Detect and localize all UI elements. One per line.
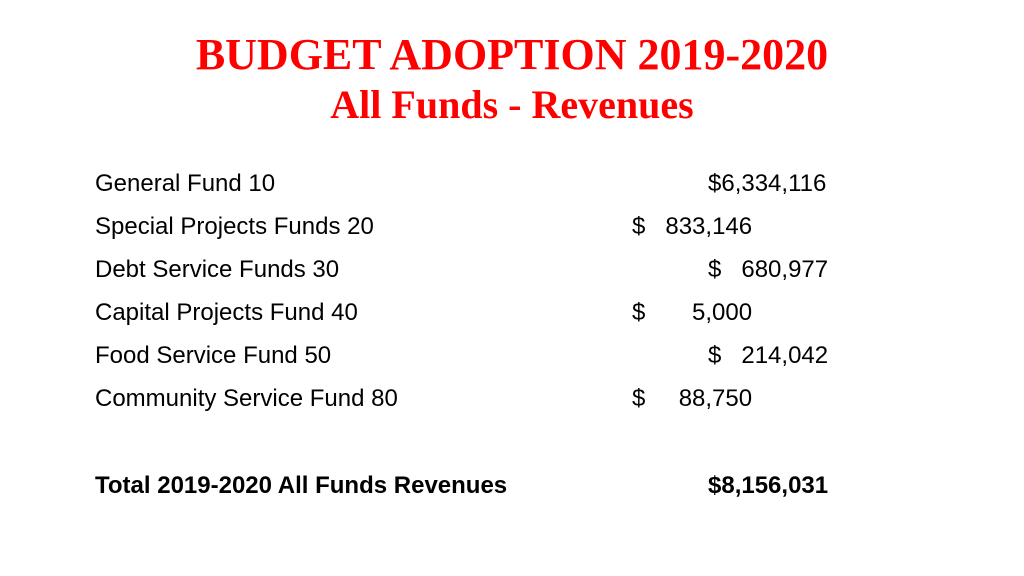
fund-amount: $6,334,116 (708, 170, 827, 197)
fund-label: General Fund 10 (95, 170, 276, 197)
total-label: Total 2019-2020 All Funds Revenues (95, 472, 508, 499)
fund-amount: $ 833,146 (632, 213, 753, 240)
fund-label: Debt Service Funds 30 (95, 256, 340, 283)
slide-title: BUDGET ADOPTION 2019-2020 All Funds - Re… (0, 30, 1024, 128)
fund-row-community-service: Community Service Fund 80 $ 88,750 (0, 382, 1024, 416)
fund-row-general: General Fund 10 $6,334,116 (0, 167, 1024, 201)
fund-amount: $ 680,977 (708, 256, 829, 283)
total-row: Total 2019-2020 All Funds Revenues $8,15… (0, 469, 1024, 503)
fund-row-capital-projects: Capital Projects Fund 40 $ 5,000 (0, 296, 1024, 330)
fund-row-special-projects: Special Projects Funds 20 $ 833,146 (0, 210, 1024, 244)
fund-amount: $ 214,042 (708, 342, 829, 369)
fund-row-debt-service: Debt Service Funds 30 $ 680,977 (0, 253, 1024, 287)
title-line-2: All Funds - Revenues (330, 82, 694, 127)
fund-label: Capital Projects Fund 40 (95, 299, 358, 326)
fund-label: Food Service Fund 50 (95, 342, 332, 369)
total-amount: $8,156,031 (708, 472, 829, 499)
fund-row-food-service: Food Service Fund 50 $ 214,042 (0, 339, 1024, 373)
fund-label: Special Projects Funds 20 (95, 213, 374, 240)
fund-amount: $ 88,750 (632, 385, 753, 412)
fund-label: Community Service Fund 80 (95, 385, 398, 412)
fund-amount: $ 5,000 (632, 299, 753, 326)
title-line-1: BUDGET ADOPTION 2019-2020 (195, 30, 829, 79)
